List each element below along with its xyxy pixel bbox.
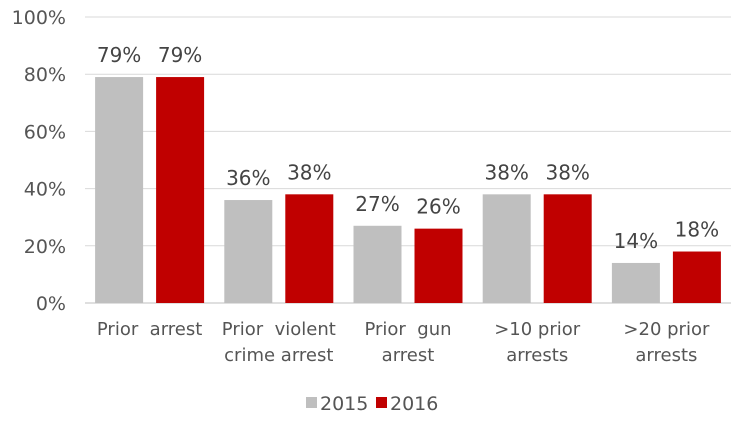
bar-2015	[482, 194, 531, 303]
x-category-label: arrests	[506, 345, 568, 366]
x-category-label: >20 prior	[623, 319, 710, 340]
data-label: 79%	[158, 43, 202, 67]
legend-swatch-2015	[306, 397, 317, 408]
data-label: 38%	[484, 160, 528, 184]
x-category-label: arrest	[382, 345, 435, 366]
y-tick-label: 40%	[24, 179, 66, 201]
bar-2015	[224, 200, 273, 303]
bar-2016	[414, 228, 463, 303]
data-labels: 79% 79% 36% 38% 27% 26% 38% 38% 14% 18%	[97, 43, 719, 253]
bar-2016	[285, 194, 334, 303]
data-label: 79%	[97, 43, 141, 67]
bar-2015	[95, 77, 144, 303]
x-category-label: Prior violent	[222, 319, 336, 340]
data-label: 18%	[675, 218, 719, 242]
legend-label: 2016	[390, 393, 438, 415]
data-label: 26%	[416, 195, 460, 219]
bar-2015	[611, 262, 660, 303]
y-tick-label: 0%	[36, 293, 66, 315]
data-label: 14%	[614, 229, 658, 253]
bar-2016	[156, 77, 205, 303]
data-label: 36%	[226, 166, 270, 190]
x-category-label: arrests	[635, 345, 697, 366]
bars	[95, 77, 721, 303]
x-category-label: Prior arrest	[97, 319, 202, 340]
data-label: 38%	[287, 160, 331, 184]
x-category-label: crime arrest	[224, 345, 333, 366]
legend: 2015 2016	[306, 393, 438, 415]
bar-2016	[543, 194, 592, 303]
x-axis-category-labels: Prior arrest Prior violent crime arrest Pri…	[97, 319, 710, 366]
y-tick-label: 20%	[24, 236, 66, 258]
data-label: 38%	[545, 160, 589, 184]
bar-2016	[672, 251, 721, 303]
bar-2015	[353, 225, 402, 303]
data-label: 27%	[355, 192, 399, 216]
y-axis-tick-labels: 0% 20% 40% 60% 80% 100%	[12, 7, 66, 315]
y-tick-label: 60%	[24, 121, 66, 143]
x-category-label: Prior gun	[364, 319, 451, 340]
legend-label: 2015	[320, 393, 368, 415]
legend-swatch-2016	[376, 397, 387, 408]
x-category-label: >10 prior	[494, 319, 581, 340]
y-tick-label: 80%	[24, 64, 66, 86]
y-tick-label: 100%	[12, 7, 66, 29]
